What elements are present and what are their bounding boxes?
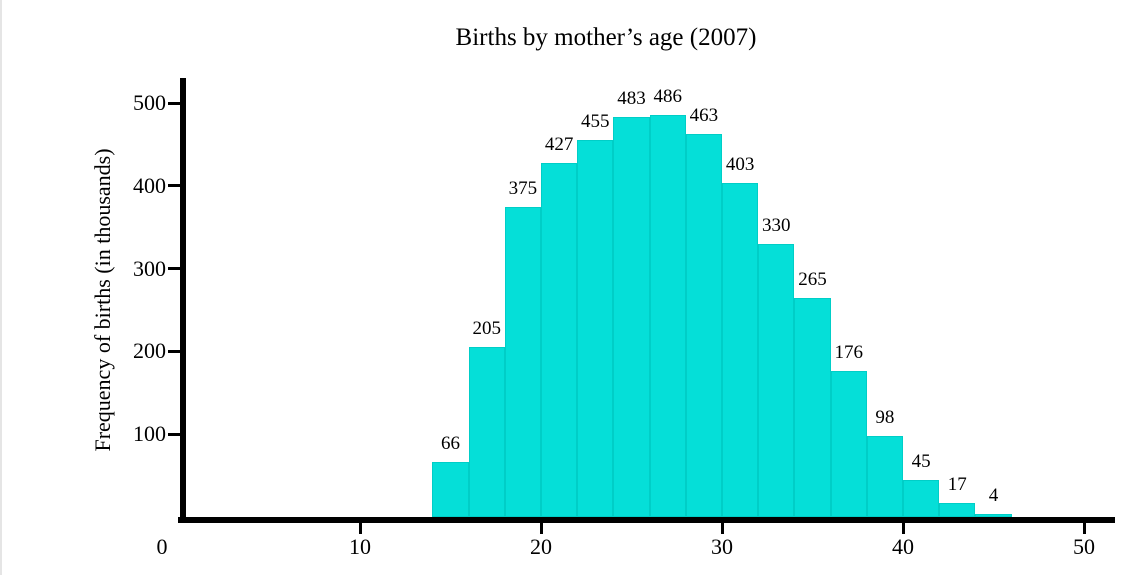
bar-value-label: 98 xyxy=(875,406,895,428)
x-tick-label: 40 xyxy=(892,534,914,559)
x-axis-tick xyxy=(539,523,543,534)
bar-value-label: 205 xyxy=(472,318,501,340)
x-axis-line xyxy=(178,517,1115,523)
bar-value-label: 66 xyxy=(441,433,460,455)
y-tick-label: 200 xyxy=(133,338,166,364)
chart-title: Births by mother’s age (2007) xyxy=(455,24,757,51)
x-axis-tick xyxy=(1082,523,1086,534)
histogram-bar xyxy=(794,297,831,517)
histogram-bar xyxy=(939,502,976,517)
histogram-bar xyxy=(541,163,578,517)
x-tick-label: 0 xyxy=(156,534,168,559)
histogram-bar xyxy=(468,347,505,517)
bar-value-label: 375 xyxy=(508,177,538,199)
y-tick-label: 300 xyxy=(133,255,166,281)
y-tick-label: 400 xyxy=(133,172,166,198)
x-tick-label: 20 xyxy=(530,534,552,559)
x-tick-label: 30 xyxy=(711,534,733,559)
histogram-bar xyxy=(975,513,1012,517)
histogram-bar xyxy=(830,371,867,517)
bar-value-label: 486 xyxy=(653,85,682,107)
bar-value-label: 483 xyxy=(617,88,646,110)
bar-value-label: 265 xyxy=(798,268,827,290)
bar-value-label: 427 xyxy=(544,134,574,156)
x-tick-label: 10 xyxy=(349,534,371,559)
bar-value-label: 4 xyxy=(988,484,999,506)
y-tick-label: 500 xyxy=(133,90,166,115)
bar-value-label: 463 xyxy=(689,104,719,126)
bar-value-label: 45 xyxy=(911,450,931,472)
bar-value-label: 17 xyxy=(947,473,967,495)
histogram-bar xyxy=(903,479,940,517)
y-axis-tick xyxy=(168,267,181,271)
histogram-bar xyxy=(649,114,686,517)
histogram-bar xyxy=(758,243,795,517)
bar-value-label: 176 xyxy=(834,342,863,364)
y-axis-tick xyxy=(168,432,181,436)
histogram-bar xyxy=(613,117,650,517)
histogram-bar xyxy=(577,140,614,517)
y-axis-tick xyxy=(168,349,181,353)
page-left-border xyxy=(0,0,2,575)
x-axis-tick xyxy=(901,523,905,534)
bar-value-label: 455 xyxy=(581,111,610,133)
y-axis-line xyxy=(180,78,186,523)
histogram-bar xyxy=(432,462,469,517)
bar-value-label: 330 xyxy=(762,214,791,236)
histogram-bar xyxy=(685,133,722,517)
y-tick-label: 100 xyxy=(133,421,166,447)
histogram-bar xyxy=(504,206,541,517)
y-axis-tick xyxy=(168,101,181,105)
bar-value-label: 403 xyxy=(725,154,755,176)
histogram-bar xyxy=(866,435,903,517)
x-tick-label: 50 xyxy=(1073,534,1095,559)
x-axis-tick xyxy=(358,523,362,534)
x-axis-tick xyxy=(720,523,724,534)
y-axis-tick xyxy=(168,184,181,188)
histogram-bar xyxy=(722,183,759,517)
